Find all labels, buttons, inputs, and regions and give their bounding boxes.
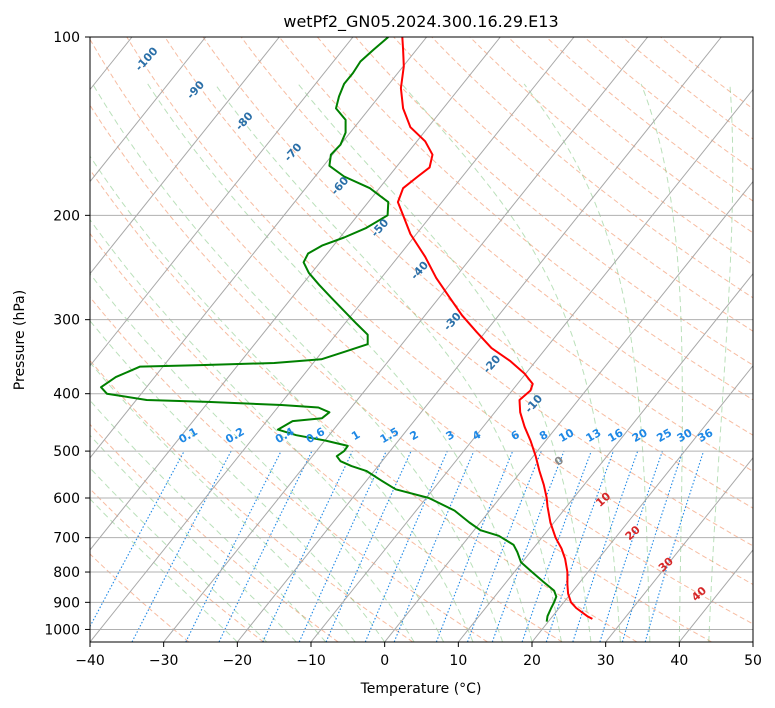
dry-adiabat: [90, 168, 638, 642]
moist-adiabat: [90, 273, 415, 642]
background-lines: [0, 37, 753, 642]
isotherm-gridline: [90, 37, 501, 551]
y-tick-label: 400: [53, 387, 80, 403]
isotherm-gridline: [605, 457, 753, 642]
x-tick-label: 20: [523, 653, 541, 669]
dry-adiabat: [90, 104, 712, 642]
x-tick-label: 40: [670, 653, 688, 669]
y-axis-label: Pressure (hPa): [12, 290, 28, 390]
x-tick-label: −30: [149, 653, 179, 669]
isotherm-gridline: [236, 37, 722, 642]
dry-adiabat: [393, 37, 753, 332]
dry-adiabat: [202, 37, 753, 509]
dry-adiabat: [164, 37, 753, 547]
x-tick-label: 30: [597, 653, 615, 669]
mixing-ratio-line: [491, 450, 565, 642]
isotherm-gridline: [457, 272, 753, 642]
y-tick-label: 700: [53, 531, 80, 547]
y-tick-label: 900: [53, 595, 80, 611]
isotherm-gridline: [90, 37, 354, 367]
mixing-ratio-line: [521, 450, 592, 642]
dry-adiabat: [90, 38, 753, 625]
mixing-ratio-line: [90, 450, 185, 628]
x-axis-ticks: −40 −30 −20 −10 0 10 20 30 40 50: [75, 642, 762, 669]
mixing-ratio-line: [298, 450, 387, 642]
x-tick-label: 50: [744, 653, 762, 669]
moist-adiabat: [297, 83, 592, 642]
moist-adiabat: [90, 218, 445, 642]
dewpoint-line: [100, 37, 558, 622]
x-tick-label: −10: [296, 653, 326, 669]
y-tick-label: 500: [53, 444, 80, 460]
isotherm-gridline: [531, 364, 753, 642]
mixing-ratio-line: [325, 450, 412, 642]
y-tick-label: 800: [53, 565, 80, 581]
y-tick-label: 200: [53, 208, 80, 224]
dry-adiabat: [90, 423, 339, 642]
x-tick-label: 10: [449, 653, 467, 669]
isotherm-gridline: [90, 37, 280, 275]
y-axis-ticks: 100 200 300 400 500 600 700 800 900 1000: [44, 30, 90, 638]
moist-adiabat: [401, 83, 621, 642]
y-tick-label: 100: [53, 30, 80, 46]
mixing-ratio-line: [599, 450, 663, 642]
isotherm-gridline: [752, 641, 753, 642]
mixing-ratio-line: [364, 450, 448, 642]
chart-title: wetPf2_GN05.2024.300.16.29.E13: [283, 12, 558, 32]
moist-adiabat: [640, 83, 683, 642]
mixing-ratio-line: [185, 450, 282, 642]
dry-adiabat: [583, 37, 753, 171]
mixing-ratio-line: [621, 450, 684, 642]
mixing-ratio-line: [435, 450, 514, 642]
moist-adiabat: [147, 83, 533, 642]
x-tick-label: −40: [75, 653, 105, 669]
y-tick-label: 600: [53, 491, 80, 507]
isotherm-gridline: [90, 37, 428, 459]
moist-adiabat: [90, 155, 474, 642]
moist-adiabat: [90, 467, 268, 642]
mixing-ratio-line: [572, 450, 639, 642]
x-axis-label: Temperature (°C): [360, 681, 482, 697]
temperature-line: [396, 37, 593, 620]
data-lines: [100, 37, 593, 622]
mixing-ratio-line: [545, 450, 614, 642]
isotherm-gridline: [90, 37, 207, 183]
x-tick-label: 0: [380, 653, 389, 669]
y-tick-label: 300: [53, 313, 80, 329]
moist-adiabat: [92, 83, 503, 642]
dry-adiabat: [90, 232, 563, 642]
dry-adiabat: [90, 488, 264, 642]
mixing-ratio-line: [131, 450, 232, 642]
y-tick-label: 1000: [44, 622, 80, 638]
isotherm-gridline: [90, 37, 575, 642]
dry-adiabat: [90, 296, 488, 642]
isotherm-gridline: [0, 37, 58, 642]
moist-adiabat: [214, 83, 562, 642]
dry-adiabat: [317, 37, 753, 401]
dry-adiabat: [545, 37, 753, 202]
moist-adiabat: [523, 83, 651, 642]
moist-adiabat: [90, 320, 386, 642]
isotherm-gridline: [163, 37, 649, 642]
plot-frame: [89, 36, 754, 643]
x-tick-label: −20: [223, 653, 253, 669]
mixing-ratio-line: [262, 450, 353, 642]
moist-adiabat: [90, 361, 356, 642]
dry-adiabat: [126, 37, 753, 586]
moist-adiabat: [90, 434, 297, 642]
isotherm-gridline: [384, 180, 753, 642]
mixing-ratio-line: [466, 450, 542, 642]
dry-adiabat: [469, 37, 753, 266]
dry-adiabat: [90, 359, 414, 642]
moist-adiabat: [90, 399, 327, 642]
moist-adiabat: [708, 83, 734, 642]
dry-adiabat: [278, 37, 753, 436]
isotherm-gridline: [310, 88, 753, 642]
